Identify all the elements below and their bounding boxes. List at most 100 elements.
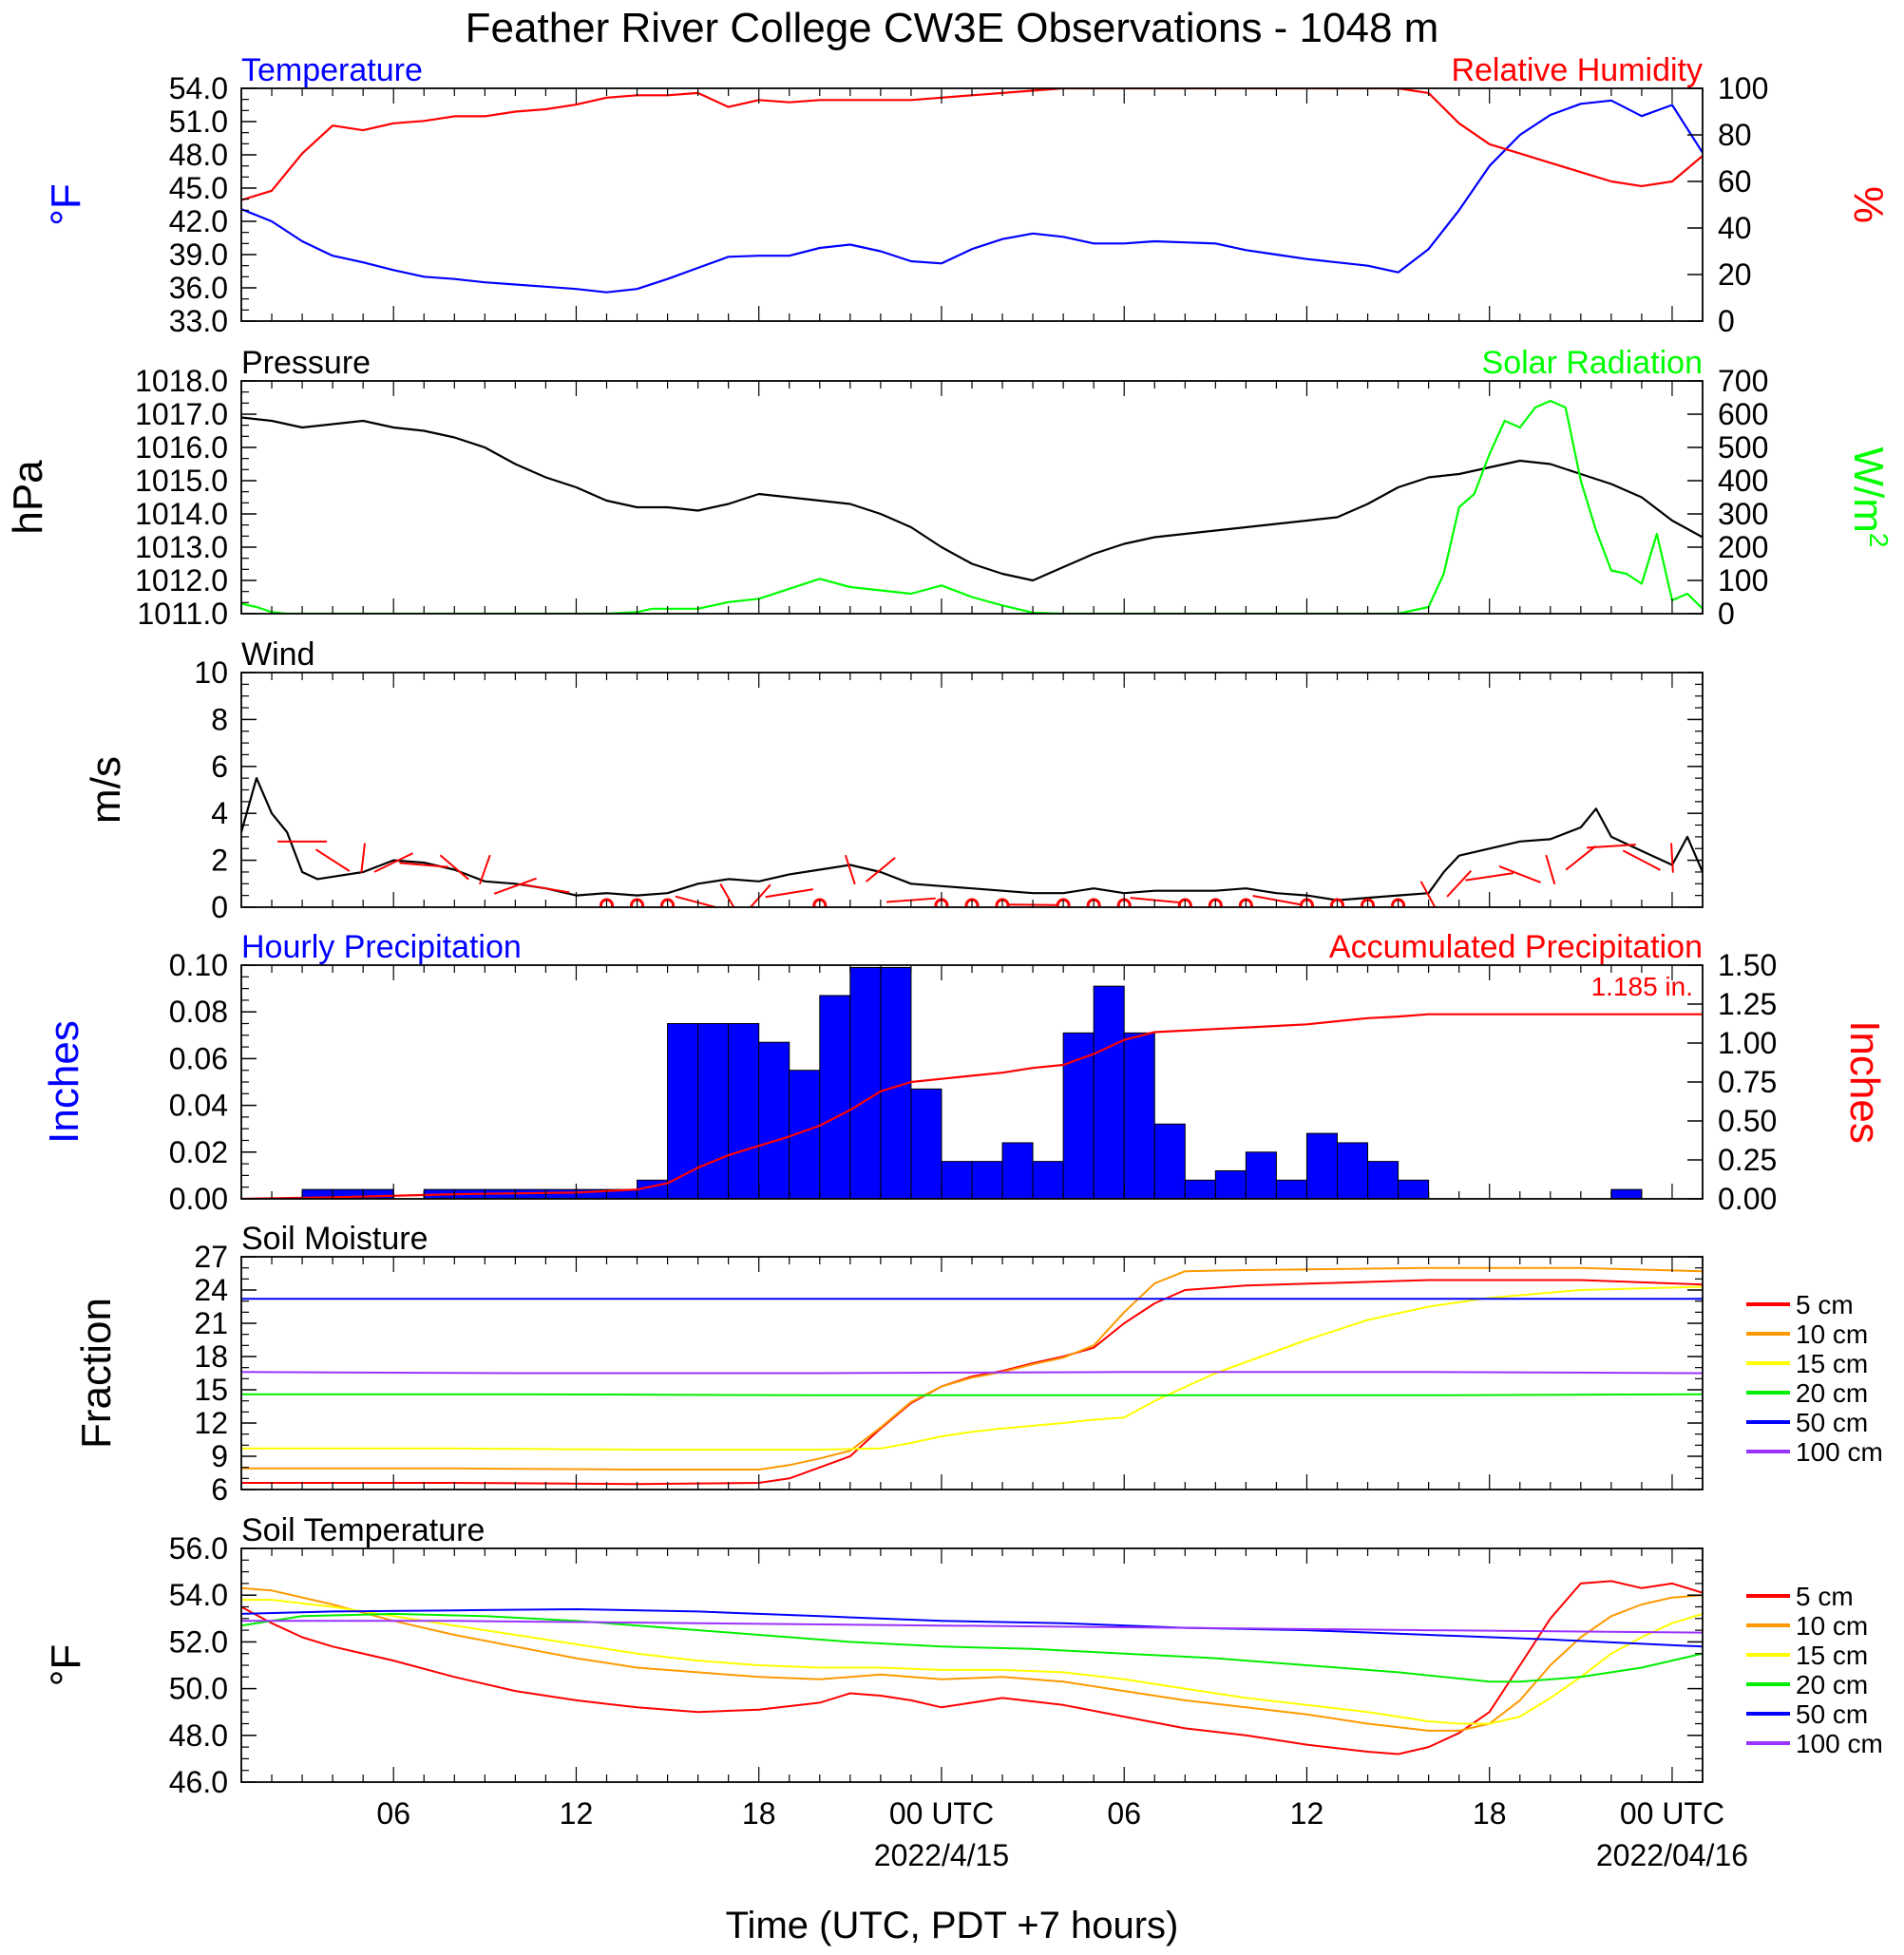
y-tick-label-right: 300 [1718,497,1768,531]
y-tick-label-left: 1013.0 [135,530,228,564]
x-tick-label: 12 [1290,1796,1324,1831]
y-axis-title-left: °F [43,1644,89,1686]
panel-label-left: Hourly Precipitation [241,929,522,965]
series-line-5-cm [241,1580,1703,1756]
series-line-50-cm [241,1608,1703,1648]
legend-entry: 50 cm [1796,1699,1868,1729]
panel-frame [240,1547,1704,1783]
y-tick-label-left: 9 [211,1439,228,1473]
legend-entry: 10 cm [1796,1319,1868,1349]
y-tick-label-left: 1015.0 [135,464,228,498]
y-tick-label-right: 0.75 [1718,1065,1777,1099]
y-tick-label-right: 0 [1718,597,1735,631]
wind-barb [1622,849,1662,871]
y-tick-label-right: 700 [1718,364,1768,398]
wind-barb [522,883,570,894]
y-tick-label-right: 1.00 [1718,1026,1777,1060]
precip-bar [849,966,882,1199]
legend-entry: 50 cm [1796,1408,1868,1437]
wind-barb [360,843,366,873]
legend-entry: 15 cm [1796,1349,1868,1378]
x-tick-label: 06 [1107,1796,1141,1831]
series-line-100-cm [241,1371,1703,1375]
series-line-15-cm [241,1599,1703,1725]
y-tick-label-right: 0.25 [1718,1143,1777,1177]
x-tick-label: 18 [1473,1796,1507,1831]
x-axis-title: Time (UTC, PDT +7 hours) [726,1905,1179,1946]
y-tick-label-left: 21 [194,1306,228,1340]
figure-title: Feather River College CW3E Observations … [466,5,1439,51]
wind-barb [844,854,856,885]
y-tick-label-left: 52.0 [169,1624,228,1659]
x-tick-label: 00 UTC [889,1796,994,1831]
series-line-10-cm [241,1266,1703,1471]
panel-pressure-solar: 1011.01012.01013.01014.01015.01016.01017… [5,345,1894,631]
y-tick-label-left: 1012.0 [135,563,228,598]
y-axis-title-superscript: 2 [1864,533,1894,548]
y-tick-label-left: 1016.0 [135,430,228,465]
precip-bar [971,1161,1003,1199]
wind-barb [1586,844,1636,849]
series-line-solar [241,399,1703,614]
legend-entry: 15 cm [1796,1641,1868,1670]
y-tick-label-left: 0.08 [169,995,228,1029]
x-tick-label: 18 [742,1796,776,1831]
y-tick-label-right: 1.50 [1718,948,1777,982]
precip-bar [819,995,851,1199]
wind-barb [1419,881,1437,907]
legend-entry: 5 cm [1796,1582,1854,1611]
time-axis: 06 12 18 00 UTC 06 12 18 00 UTC 2022/4/15 2022/04… [376,1796,1748,1872]
precip-bar [1610,1188,1643,1199]
precip-bar [1153,1123,1186,1199]
accumulated-total-label: 1.185 in. [1591,972,1693,1001]
y-tick-label-left: 33.0 [169,304,228,338]
precip-bar [667,1023,699,1199]
y-tick-label-left: 0.02 [169,1135,228,1169]
panel-frame [240,964,1704,1200]
precip-bar [1184,1179,1216,1199]
panel-precipitation: 0.00 0.02 0.04 0.06 0.08 0.10 0.00 0.25 0.50 0.75… [41,929,1888,1216]
y-tick-label-left: 36.0 [169,271,228,305]
legend-entry: 100 cm [1796,1729,1883,1758]
y-tick-label-left: 8 [211,702,228,736]
y-tick-label-left: 1011.0 [138,597,229,631]
series-line-5-cm [241,1279,1703,1486]
y-tick-label-left: 12 [194,1406,228,1440]
y-tick-label-left: 2 [211,844,228,878]
y-axis-title-right: % [1845,186,1892,223]
y-tick-label-left: 6 [211,750,228,784]
y-tick-label-left: 0.04 [169,1089,228,1123]
y-tick-label-right: 0 [1718,304,1735,338]
y-axis-title-left: Inches [41,1020,87,1144]
y-tick-label-left: 1014.0 [135,497,228,531]
y-tick-label-left: 54.0 [169,71,228,105]
wind-barb [1565,845,1597,871]
series-line-20-cm [241,1612,1703,1683]
wind-barb [1670,843,1674,873]
legend-entry: 20 cm [1796,1670,1868,1699]
x-tick-label: 00 UTC [1620,1796,1724,1831]
y-tick-label-left: 42.0 [169,204,228,238]
plot-area [241,776,1703,907]
y-tick-label-left: 39.0 [169,237,228,272]
y-tick-label-left: 0.10 [169,948,228,982]
series-line-Accumulated-Precipitation [241,1013,1703,1199]
precip-bar [1123,1032,1155,1199]
precip-bar [1245,1151,1277,1199]
y-tick-label-left: 0 [211,890,228,924]
y-axis-title-right: Inches [1841,1020,1888,1144]
panel-frame [240,1256,1704,1490]
precip-bar [697,1023,730,1199]
y-axis-title-left: m/s [83,756,129,824]
series-line-humidity [241,88,1703,201]
wind-barb [399,862,449,868]
panel-frame [240,672,1704,908]
y-tick-label-left: 0.06 [169,1041,228,1075]
panel-wind: 0 2 4 6 8 10 Wind m/s [83,636,1704,924]
panel-soil-temperature: 46.0 48.0 50.0 52.0 54.0 56.0 Soil Temperature… [43,1512,1883,1799]
y-tick-label-right: 0.50 [1718,1104,1777,1138]
y-tick-label-right: 500 [1718,430,1768,465]
y-tick-label-right: 40 [1718,211,1752,245]
